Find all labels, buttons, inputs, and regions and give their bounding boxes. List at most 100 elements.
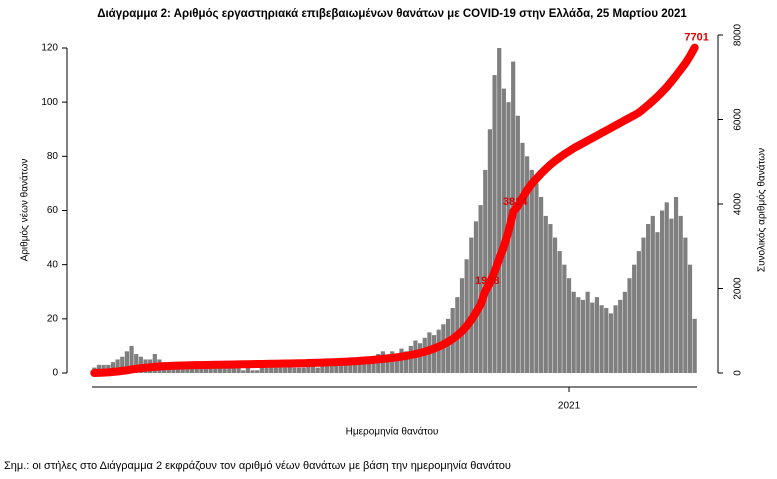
bar [632, 264, 637, 373]
bar [604, 308, 609, 373]
y2-tick-label: 8000 [733, 23, 744, 46]
bar [115, 359, 120, 373]
bar [110, 362, 116, 373]
bar [134, 354, 139, 373]
bar [371, 356, 376, 373]
bar [324, 362, 330, 373]
y-tick-label: 40 [47, 259, 59, 270]
bar [566, 278, 572, 373]
bar [231, 367, 237, 373]
y2-tick-label: 6000 [733, 108, 744, 131]
bar [306, 364, 311, 373]
bar [227, 367, 232, 373]
bar [278, 367, 283, 373]
bar [310, 364, 316, 373]
bar [408, 345, 413, 373]
bar [557, 251, 562, 373]
bar [497, 48, 502, 373]
bar [650, 215, 655, 373]
bar [580, 299, 586, 373]
bar [315, 367, 320, 373]
bar [259, 367, 264, 373]
y-tick-label: 20 [47, 313, 59, 324]
chart-title: Διάγραμμα 2: Αριθμός εργαστηριακά επιβεβ… [97, 8, 687, 20]
bar [664, 202, 669, 373]
bar [543, 215, 548, 373]
cumulative-line [90, 43, 699, 377]
bar [129, 345, 134, 373]
bar [376, 354, 381, 373]
y-tick-label: 60 [47, 205, 59, 216]
value-label: 1938 [475, 275, 499, 287]
bar [646, 224, 651, 373]
bar [622, 291, 627, 373]
bar [348, 359, 353, 373]
bar [678, 215, 683, 373]
bar [590, 302, 595, 373]
bar [404, 351, 409, 373]
y2-axis-label: Συνολικός αριθμός θανάτων [756, 148, 768, 272]
bar [297, 367, 302, 373]
bar [464, 259, 469, 373]
bar [660, 210, 665, 373]
bar [487, 129, 492, 373]
bar [394, 354, 399, 373]
y-tick-label: 100 [41, 97, 58, 108]
y2-tick-label: 4000 [733, 192, 744, 215]
bar [357, 359, 362, 373]
bar [418, 343, 423, 373]
bar [301, 367, 306, 373]
bar [655, 232, 660, 373]
bar [241, 370, 246, 373]
value-label: 3814 [503, 196, 528, 208]
bar [236, 367, 241, 373]
bar [431, 335, 437, 373]
bar [515, 115, 520, 373]
bar [534, 183, 539, 373]
bar [552, 237, 558, 373]
bar [539, 196, 544, 373]
bar [334, 364, 339, 373]
bar [283, 367, 288, 373]
bar [269, 364, 274, 373]
x-axis-label: Ημερομηνία θανάτου [346, 426, 439, 438]
bar [483, 169, 488, 373]
bar [576, 297, 581, 373]
bar [292, 367, 297, 373]
bar [385, 356, 390, 373]
bar [287, 364, 292, 373]
bar [692, 318, 697, 373]
bar [390, 351, 395, 373]
bar [673, 196, 679, 373]
bar [562, 264, 567, 373]
bar [362, 356, 367, 373]
y-tick-label: 80 [47, 151, 59, 162]
bar [338, 362, 344, 373]
bar [520, 142, 525, 373]
bar [213, 364, 218, 373]
bar [222, 367, 227, 373]
bar [352, 362, 358, 373]
bar [217, 367, 223, 373]
bar [594, 297, 600, 373]
bar [124, 351, 129, 373]
note: Σημ.: οι στήλες στο Διάγραμμα 2 εκφράζου… [4, 460, 511, 472]
bar [636, 251, 641, 373]
y-axis-label: Αριθμός νέων θανάτων [19, 159, 31, 262]
bar [473, 221, 479, 373]
y2-tick-label: 2000 [733, 277, 744, 300]
bar [669, 218, 674, 373]
bar [264, 367, 269, 373]
bar [599, 305, 604, 373]
bar [255, 370, 260, 373]
bar [399, 348, 404, 373]
bar [245, 367, 250, 373]
bar [208, 367, 213, 373]
bar [320, 364, 325, 373]
bar [585, 291, 590, 373]
y-tick-label: 0 [52, 368, 58, 379]
bar [250, 370, 255, 373]
y2-tick-label: 0 [733, 370, 744, 376]
bar [273, 367, 278, 373]
